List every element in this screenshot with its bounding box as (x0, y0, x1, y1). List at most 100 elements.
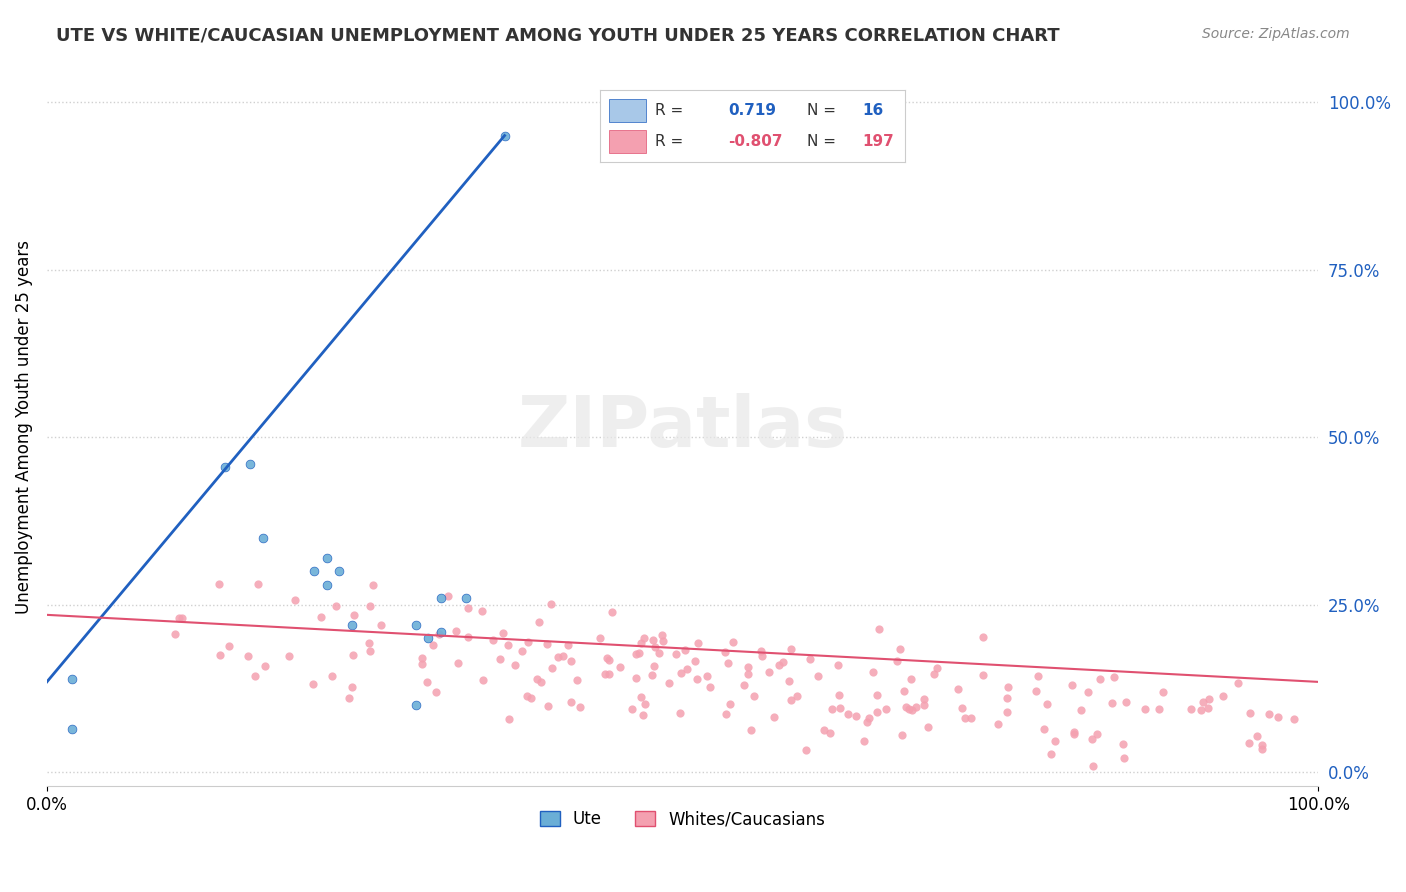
Point (742, 689, 765, 703)
Point (309, 610, 332, 624)
Point (325, 599, 347, 613)
Point (471, 604, 494, 618)
Point (456, 591, 478, 606)
Point (342, 648, 364, 663)
Point (714, 645, 737, 659)
Point (337, 691, 360, 706)
Point (596, 651, 619, 665)
Point (370, 618, 392, 632)
Point (530, 675, 553, 690)
Point (1250, 742, 1272, 756)
Point (813, 723, 835, 738)
Point (1025, 683, 1047, 698)
Point (749, 644, 772, 658)
Point (1104, 670, 1126, 684)
Point (482, 633, 505, 648)
Text: ZIPatlas: ZIPatlas (517, 392, 848, 462)
Point (995, 706, 1018, 720)
Point (737, 660, 759, 674)
Point (208, 576, 231, 591)
Point (651, 634, 673, 648)
Point (828, 688, 851, 702)
Point (315, 550, 337, 565)
Point (821, 702, 844, 716)
Point (772, 655, 794, 669)
Point (669, 706, 692, 720)
Point (254, 658, 277, 673)
Point (905, 700, 928, 714)
Point (737, 667, 759, 681)
Point (418, 632, 440, 646)
Point (557, 638, 579, 652)
Point (889, 642, 911, 657)
Point (302, 564, 325, 578)
Point (359, 644, 381, 658)
Point (898, 702, 921, 716)
Point (643, 658, 665, 673)
Point (799, 652, 821, 666)
Point (457, 630, 479, 644)
Point (717, 656, 740, 670)
Point (444, 624, 467, 639)
Point (912, 692, 935, 706)
Point (818, 726, 841, 740)
Text: Source: ZipAtlas.com: Source: ZipAtlas.com (1202, 27, 1350, 41)
Point (1026, 669, 1049, 683)
Point (995, 691, 1018, 706)
Point (170, 610, 193, 624)
Point (517, 634, 540, 648)
Point (1239, 706, 1261, 720)
Point (437, 589, 460, 603)
Point (598, 653, 620, 667)
Point (447, 656, 470, 670)
Point (665, 647, 688, 661)
Point (252, 531, 274, 545)
Point (673, 643, 696, 657)
Point (624, 671, 647, 685)
Point (560, 695, 582, 709)
Point (1226, 676, 1249, 690)
Point (763, 709, 786, 723)
Point (740, 723, 762, 737)
Point (427, 627, 450, 641)
Point (641, 668, 664, 682)
Point (1085, 727, 1108, 741)
Point (471, 673, 494, 687)
Point (718, 698, 741, 712)
Point (328, 564, 350, 578)
Point (866, 688, 889, 702)
Point (359, 636, 381, 650)
Point (457, 601, 479, 615)
Point (301, 677, 323, 691)
Point (60, 722, 83, 736)
Point (489, 652, 512, 666)
Point (972, 630, 994, 644)
Point (866, 706, 889, 720)
Point (858, 711, 880, 725)
Point (551, 648, 574, 663)
Point (405, 618, 427, 632)
Point (496, 638, 519, 652)
Point (1115, 694, 1137, 708)
Point (997, 680, 1019, 694)
Point (987, 717, 1010, 731)
Point (1112, 737, 1135, 751)
Point (912, 698, 935, 712)
Point (1081, 758, 1104, 772)
Point (953, 710, 976, 724)
Point (1063, 727, 1085, 741)
Point (1212, 689, 1234, 703)
Point (340, 618, 363, 632)
Point (626, 647, 648, 661)
Point (648, 646, 671, 660)
Point (609, 660, 631, 674)
Point (411, 651, 433, 665)
Point (425, 685, 447, 699)
Point (896, 700, 918, 714)
Point (238, 648, 260, 663)
Point (830, 701, 852, 715)
Point (630, 636, 652, 650)
Point (1198, 691, 1220, 706)
Point (208, 648, 231, 662)
Point (569, 700, 592, 714)
